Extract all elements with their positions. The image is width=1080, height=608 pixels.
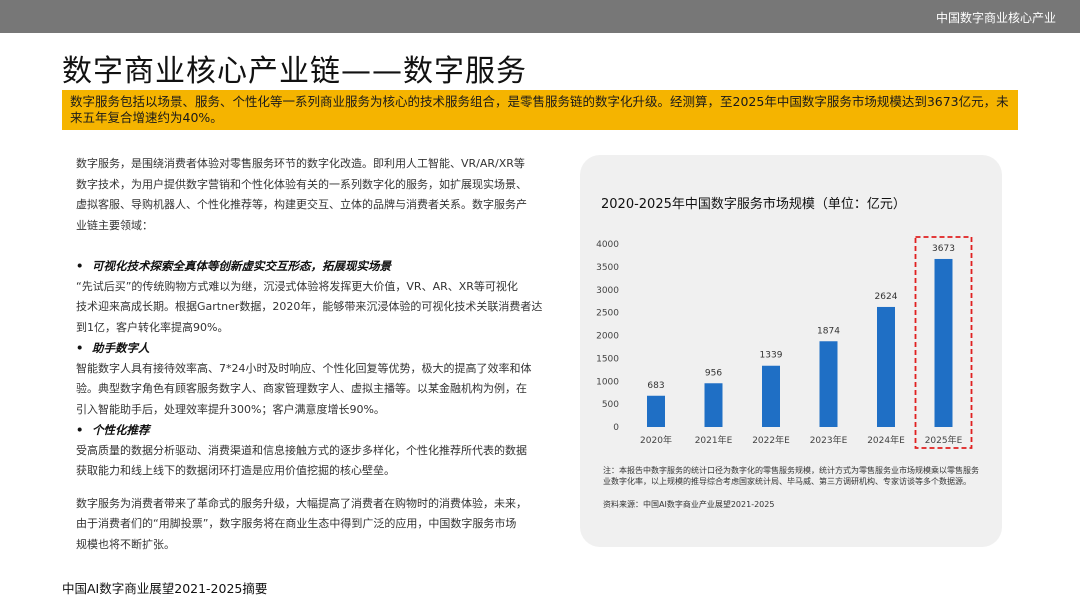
bar: [762, 365, 780, 427]
y-tick-label: 0: [613, 423, 619, 433]
chart-source: 资料来源：中国AI数字商业产业展望2021-2025: [603, 500, 775, 509]
chart-panel: 2020-2025年中国数字服务市场规模（单位：亿元） 0 500 1000 1500…: [580, 155, 1002, 547]
y-tick-label: 4000: [596, 240, 619, 250]
section-line: 到1亿，客户转化率提高90%。: [76, 320, 229, 334]
bar: [877, 306, 895, 427]
section-heading: 可视化技术探索全真体等创新虚实交互形态，拓展现实场景: [76, 256, 546, 277]
intro-line: 业链主要领域：: [76, 218, 153, 232]
intro-line: 数字技术，为用户提供数字营销和个性化体验有关的一系列数字化的服务，如扩展现实场景…: [76, 177, 527, 191]
y-tick-label: 3500: [596, 263, 619, 273]
chart-note: 注：本报告中数字服务的统计口径为数字化的零售服务规模，统计方式为零售服务业市场规…: [603, 466, 979, 486]
y-tick-label: 1000: [596, 377, 619, 387]
y-tick-label: 2500: [596, 309, 619, 319]
chart-title: 2020-2025年中国数字服务市场规模（单位：亿元）: [601, 197, 906, 212]
y-tick-label: 500: [602, 400, 619, 410]
bar: [819, 341, 838, 427]
section-heading: 助手数字人: [76, 338, 546, 359]
data-label: 1339: [760, 351, 783, 361]
bar: [704, 383, 723, 427]
x-tick-label: 2022年E: [752, 434, 790, 446]
conclusion-line: 规模也将不断扩张。: [76, 537, 175, 551]
intro-line: 数字服务，是围绕消费者体验对零售服务环节的数字化改造。即利用人工智能、VR/AR…: [76, 157, 525, 170]
section-line: 智能数字人具有接待效率高、7*24小时及时响应、个性化回复等优势，极大的提高了效…: [76, 361, 532, 375]
data-label: 1874: [817, 326, 840, 336]
conclusion-line: 数字服务为消费者带来了革命式的服务升级，大幅提高了消费者在购物时的消费体验，未来…: [76, 496, 527, 510]
x-tick-label: 2020年: [640, 434, 672, 446]
section-heading: 个性化推荐: [76, 420, 546, 441]
x-tick-label: 2023年E: [810, 434, 848, 446]
y-tick-label: 1500: [596, 354, 619, 364]
highlight-box: [914, 236, 973, 449]
section-line: 验。典型数字角色有顾客服务数字人、商家管理数字人、虚拟主播等。以某金融机构为例，…: [76, 382, 527, 395]
bar-chart: 0 500 1000 1500 2000 2500 3000 3500 4000 683 2020年…: [596, 236, 973, 449]
y-tick-label: 2000: [596, 332, 619, 342]
section-line: “先试后买”的传统购物方式难以为继，沉浸式体验将发挥更大价值，VR、AR、XR等…: [76, 279, 518, 293]
data-label: 2624: [875, 292, 898, 302]
bar: [934, 258, 953, 427]
x-tick-label: 2025年E: [925, 434, 963, 446]
body-text: 数字服务，是围绕消费者体验对零售服务环节的数字化改造。即利用人工智能、VR/AR…: [76, 154, 546, 555]
bar: [647, 395, 665, 427]
section-line: 获取能力和线上线下的数据闭环打造是应用价值挖掘的核心壁垒。: [76, 464, 395, 477]
page-title: 数字商业核心产业链——数字服务: [62, 54, 527, 89]
top-bar: 中国数字商业核心产业: [0, 0, 1080, 33]
data-label: 3673: [932, 244, 955, 254]
footer-text: 中国AI数字商业展望2021-2025摘要: [62, 581, 268, 596]
intro-line: 虚拟客服、导购机器人、个性化推荐等，构建更交互、立体的品牌与消费者关系。数字服务…: [76, 198, 527, 211]
y-tick-label: 3000: [596, 286, 619, 296]
section-line: 技术迎来高成长期。根据Gartner数据，2020年，能够带来沉浸体验的可视化技…: [76, 300, 543, 313]
section-line: 受高质量的数据分析驱动、消费渠道和信息接触方式的逐步多样化，个性化推荐所代表的数…: [76, 443, 527, 457]
data-label: 683: [647, 381, 664, 391]
section-line: 引入智能助手后，处理效率提升300%；客户满意度增长90%。: [76, 402, 385, 416]
report-title: 中国数字商业核心产业: [935, 11, 1056, 25]
summary-banner: 数字服务包括以场景、服务、个性化等一系列商业服务为核心的技术服务组合，是零售服务…: [62, 90, 1018, 130]
x-tick-label: 2021年E: [695, 434, 733, 446]
conclusion-line: 由于消费者们的“用脚投票”，数字服务将在商业生态中得到广泛的应用，中国数字服务市…: [76, 517, 517, 530]
x-tick-label: 2024年E: [867, 434, 905, 446]
data-label: 956: [705, 368, 722, 378]
